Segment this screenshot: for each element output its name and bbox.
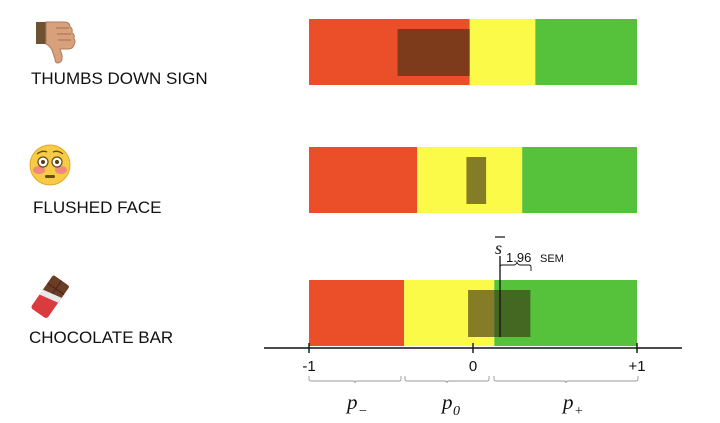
bar-row [309, 147, 637, 213]
flushed-face-icon [29, 144, 71, 186]
stacked-bars [309, 19, 637, 346]
segment-negative [309, 280, 405, 346]
thumbs-down-icon [36, 21, 76, 64]
sem-label: 1.96 [506, 250, 531, 265]
mean-annotation: s 1.96 SEM [495, 236, 564, 337]
p-zero-bracket [404, 376, 490, 384]
chocolate-bar-icon [31, 275, 69, 318]
segment-positive [522, 147, 637, 213]
x-tick-label: -1 [302, 358, 315, 375]
x-tick-label: 0 [469, 358, 477, 375]
segment-neutral [469, 19, 536, 85]
p-plus-label: p [561, 390, 574, 414]
mean-ci-box [468, 290, 531, 337]
row-label-chocolate-bar: CHOCOLATE BAR [29, 328, 173, 347]
p-zero-label: p [440, 390, 453, 414]
p-minus-sub: − [358, 404, 367, 419]
p-minus-label: p [345, 390, 358, 414]
p-plus-bracket [493, 376, 639, 384]
bar-row [309, 19, 637, 85]
bottom-brackets: p − p 0 p + [308, 376, 639, 419]
p-plus-sub: + [574, 404, 583, 419]
row-label-flushed-face: FLUSHED FACE [33, 198, 161, 217]
mean-symbol: s [495, 238, 502, 258]
p-minus-bracket [308, 376, 402, 384]
x-tick-label: +1 [628, 358, 645, 375]
sem-unit: SEM [540, 253, 564, 265]
segment-negative [309, 147, 418, 213]
sem-brace [499, 260, 532, 271]
mean-ci-box [397, 29, 470, 76]
x-axis-ticks: -1 0 +1 [302, 343, 646, 375]
segment-positive [535, 19, 637, 85]
bar-row [309, 280, 637, 346]
row-label-thumbs-down: THUMBS DOWN SIGN [31, 69, 208, 88]
p-zero-sub: 0 [453, 404, 460, 419]
mean-ci-box [466, 157, 487, 204]
